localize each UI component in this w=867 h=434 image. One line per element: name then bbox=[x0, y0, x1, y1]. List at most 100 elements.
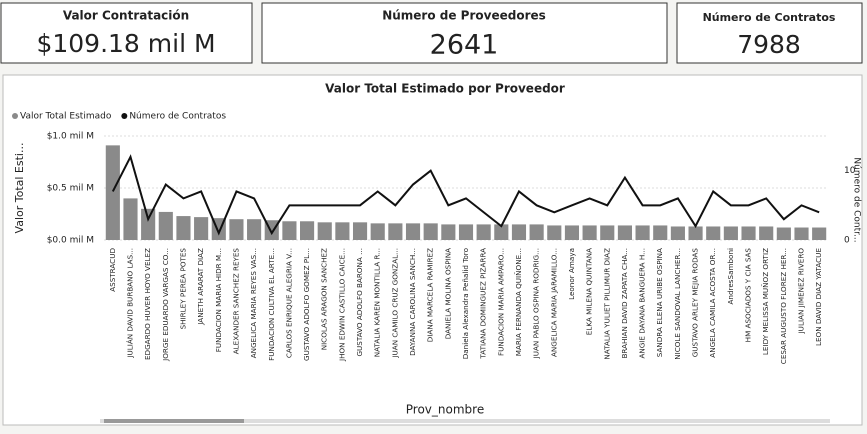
bar bbox=[300, 221, 315, 240]
x-tick-label: Daniela Alexandra Peñalid Toro bbox=[461, 248, 470, 359]
bar bbox=[617, 225, 632, 240]
y-tick-label: $0.5 mil M bbox=[47, 184, 94, 194]
x-tick-label: HM ASOCIADOS Y CIA SAS bbox=[744, 248, 753, 343]
x-tick-label: ALEXANDER SANCHEZ REYES bbox=[231, 248, 240, 355]
x-tick-label: SANDRA ELENA URIBE OSPINA bbox=[655, 248, 664, 357]
x-tick-label: JULIAN JIMENEZ RIVERO bbox=[797, 248, 806, 335]
x-tick-label: ASSTRACUD bbox=[108, 248, 117, 292]
bar bbox=[123, 198, 138, 240]
bar bbox=[441, 224, 456, 240]
card-title: Número de Contratos bbox=[703, 11, 836, 24]
bar bbox=[229, 219, 244, 240]
x-tick-label: FUNDACION MARIA AMPARO... bbox=[496, 248, 505, 356]
bar bbox=[529, 224, 544, 240]
chart-title: Valor Total Estimado por Proveedor bbox=[325, 82, 565, 96]
x-tick-label: LEIDY MELISSA MUÑOZ ORTIZ bbox=[761, 248, 770, 355]
x-tick-label: BRAHIAN DAVID ZAPATA CHA... bbox=[620, 248, 629, 359]
x-tick-label: ANGELICA MARIA REYES VAS... bbox=[249, 248, 258, 358]
y-tick-label: $1.0 mil M bbox=[47, 132, 94, 142]
legend-label: Número de Contratos bbox=[129, 112, 226, 122]
bar bbox=[635, 225, 650, 240]
card-value: 2641 bbox=[430, 30, 499, 61]
bar bbox=[352, 222, 368, 240]
x-tick-label: GUSTAVO ADOLFO BARONA ... bbox=[355, 248, 364, 357]
bar bbox=[141, 208, 156, 240]
bar bbox=[723, 226, 738, 240]
bar bbox=[511, 224, 527, 240]
bar bbox=[247, 219, 262, 240]
x-tick-label: SHIRLEY PEREA POTES bbox=[178, 248, 187, 330]
bar bbox=[688, 226, 703, 240]
bar bbox=[423, 223, 438, 240]
bar bbox=[653, 225, 668, 240]
bar bbox=[759, 226, 774, 240]
bar bbox=[600, 225, 615, 240]
bar bbox=[494, 224, 509, 240]
x-tick-label: NATALIA YULIET PILLIMUR DIAZ bbox=[602, 248, 611, 360]
x-tick-label: JUAN PABLO OSPINA RODRIG... bbox=[532, 248, 541, 359]
y-axis-label: Valor Total Esti... bbox=[13, 143, 26, 234]
bar bbox=[812, 227, 827, 240]
bar bbox=[370, 223, 385, 240]
x-axis-label: Prov_nombre bbox=[406, 403, 484, 417]
x-tick-label: ANGIE DAYANA BANGUERA H... bbox=[638, 248, 647, 359]
bar bbox=[176, 216, 191, 240]
y2-tick-label: 0 bbox=[844, 236, 850, 246]
x-tick-label: DANIELA MOLINA OSPINA bbox=[443, 248, 452, 339]
x-tick-label: ANGELICA MARIA JARAMILLO... bbox=[549, 248, 558, 357]
x-tick-label: JANETH ARARAT DIAZ bbox=[196, 248, 205, 326]
scrollbar[interactable] bbox=[100, 419, 830, 423]
bar bbox=[458, 224, 474, 240]
x-tick-label: EDGARDO HUVER HOYO VELEZ bbox=[143, 248, 152, 360]
bar bbox=[194, 217, 209, 240]
bar bbox=[564, 225, 580, 240]
bar bbox=[670, 226, 685, 240]
x-tick-label: MARIA FERNANDA QUIÑONE... bbox=[514, 248, 523, 356]
bar bbox=[547, 225, 562, 240]
y-tick-label: $0.0 mil M bbox=[47, 236, 94, 246]
legend-marker bbox=[12, 113, 18, 119]
card bbox=[676, 2, 863, 64]
x-tick-label: GUSTAVO ARLEY MEJIA RODAS bbox=[691, 248, 700, 358]
card-title: Valor Contratación bbox=[63, 9, 189, 23]
card bbox=[261, 2, 668, 64]
x-tick-label: NICOLE SANDOVAL LANCHER... bbox=[673, 248, 682, 360]
x-tick-label: DAYANNA CAROLINA SANCH... bbox=[408, 248, 417, 356]
bar bbox=[794, 227, 809, 240]
x-tick-label: AndresSamboni bbox=[726, 248, 735, 304]
bar bbox=[388, 223, 403, 240]
x-tick-label: ANGELA CAMILA ACOSTA OR... bbox=[708, 248, 717, 358]
x-tick-label: JORGE EDUARDO VARGAS CO... bbox=[161, 248, 170, 362]
x-tick-label: GUSTAVO ADOLFO GOMEZ PL... bbox=[302, 248, 311, 361]
x-tick-label: NICOLAS ARAGON SANCHEZ bbox=[320, 248, 329, 350]
line-series bbox=[111, 154, 820, 236]
x-tick-label: JUAN CAMILO CRUZ GONZAL... bbox=[390, 248, 399, 359]
x-tick-label: LEON DAVID DIAZ YATACUE bbox=[814, 248, 823, 346]
bar bbox=[476, 224, 491, 240]
bar bbox=[741, 226, 756, 240]
bar bbox=[706, 226, 721, 240]
bar bbox=[282, 221, 297, 240]
card-title: Número de Proveedores bbox=[382, 9, 546, 23]
legend-marker bbox=[121, 113, 128, 119]
x-tick-label: TATIANA DOMINGUEZ PIZARRA bbox=[479, 248, 488, 360]
bar bbox=[105, 145, 120, 240]
chart-panel bbox=[2, 74, 863, 426]
x-tick-label: DIANA MARCELA RAMIREZ bbox=[426, 248, 435, 342]
bar bbox=[335, 222, 350, 240]
y2-axis-label: Número de Contr... bbox=[852, 157, 862, 242]
x-tick-label: JHON EDWIN CASTILLO CAICE... bbox=[337, 248, 346, 362]
bar bbox=[582, 225, 597, 240]
x-tick-label: CESAR AUGUSTO FLOREZ HER... bbox=[779, 248, 788, 364]
x-tick-label: JULIÁN DAVID BURBANO LAS... bbox=[125, 248, 134, 359]
x-tick-label: FUNDACION CULTIVA EL ARTE... bbox=[267, 248, 276, 361]
card-value: $109.18 mil M bbox=[36, 29, 215, 58]
legend-label: Valor Total Estimado bbox=[20, 112, 112, 122]
bar bbox=[776, 227, 791, 240]
x-tick-label: NATALIA KAREN MONTILLA R... bbox=[373, 248, 382, 357]
bar bbox=[317, 222, 332, 240]
scrollbar-thumb[interactable] bbox=[104, 419, 244, 423]
x-tick-label: ELKA MILENA QUINTANA bbox=[585, 248, 594, 335]
